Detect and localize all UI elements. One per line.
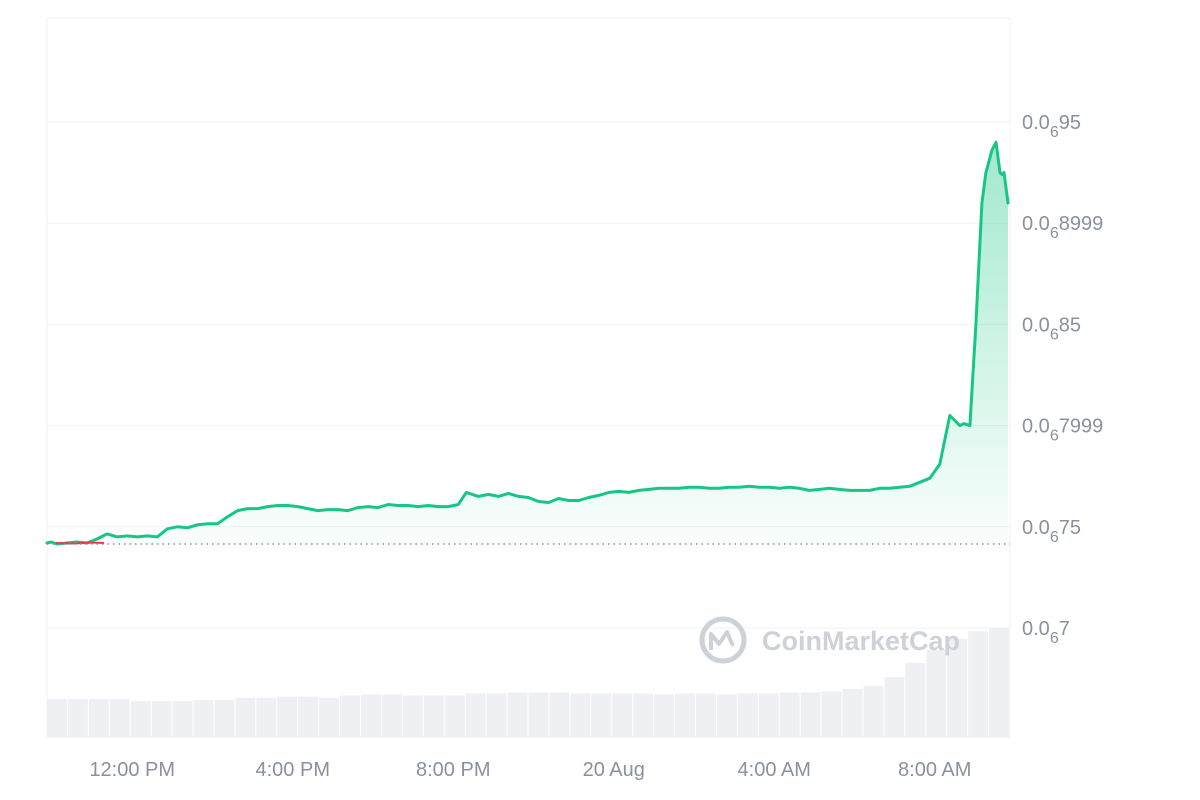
y-tick-label: 0.0675 <box>1022 517 1081 546</box>
volume-bar <box>47 698 67 737</box>
volume-bars <box>47 628 1009 737</box>
volume-bar <box>465 693 486 737</box>
x-tick-label: 4:00 PM <box>256 759 330 781</box>
volume-bar <box>989 628 1009 737</box>
volume-bar <box>695 693 716 737</box>
volume-bar <box>507 692 528 737</box>
volume-bar <box>214 699 235 737</box>
volume-bar <box>633 693 654 737</box>
volume-bar <box>151 701 172 737</box>
volume-bar <box>654 694 675 737</box>
volume-bar <box>549 692 570 737</box>
price-area-fill <box>47 142 1008 545</box>
volume-bar <box>88 698 109 737</box>
y-tick-label: 0.068999 <box>1022 213 1103 242</box>
volume-bar <box>172 701 193 737</box>
x-axis-labels: 12:00 PM 4:00 PM 8:00 PM 20 Aug 4:00 AM 8:00 … <box>89 759 971 781</box>
price-area <box>47 142 1008 545</box>
x-tick-label: 12:00 PM <box>89 759 175 781</box>
volume-bar <box>947 638 968 737</box>
volume-bar <box>298 696 319 737</box>
y-tick-label: 0.0695 <box>1022 112 1081 141</box>
volume-bar <box>402 695 423 737</box>
volume-bar <box>800 692 821 737</box>
y-tick-label: 0.0685 <box>1022 314 1081 343</box>
volume-bar <box>423 695 444 737</box>
volume-bar <box>612 693 633 737</box>
volume-bar <box>381 694 402 737</box>
volume-bar <box>528 692 549 737</box>
volume-bar <box>926 649 947 737</box>
volume-bar <box>486 693 507 737</box>
volume-bar <box>109 698 130 737</box>
volume-bar <box>716 694 737 737</box>
volume-bar <box>779 692 800 737</box>
volume-bar <box>863 685 884 737</box>
volume-bar <box>842 689 863 737</box>
x-tick-label: 4:00 AM <box>738 759 811 781</box>
price-series <box>45 140 1010 546</box>
volume-bar <box>277 696 298 737</box>
volume-bar <box>905 662 926 737</box>
volume-bar <box>968 631 989 737</box>
volume-bar <box>570 693 591 737</box>
y-tick-label: 0.067999 <box>1022 416 1103 445</box>
volume-bar <box>591 693 612 737</box>
volume-bar <box>758 693 779 737</box>
x-tick-label: 20 Aug <box>583 759 645 781</box>
volume-bar <box>675 693 695 737</box>
price-line <box>45 140 1010 546</box>
y-tick-label: 0.067 <box>1022 618 1070 647</box>
volume-bar <box>130 701 151 737</box>
y-axis-labels: 0.067 0.0675 0.067999 0.0685 0.068999 0.0695 <box>1022 112 1103 647</box>
volume-bar <box>884 677 905 737</box>
volume-bar <box>821 691 842 737</box>
volume-bar <box>256 697 277 737</box>
volume-bar <box>444 695 465 737</box>
x-tick-label: 8:00 PM <box>416 759 490 781</box>
volume-bar <box>319 697 340 737</box>
volume-bar <box>340 695 361 737</box>
volume-bar <box>361 694 381 737</box>
volume-bar <box>193 699 214 737</box>
volume-bar <box>235 697 256 737</box>
volume-bar <box>67 698 88 737</box>
coinmarketcap-logo-icon <box>699 616 747 664</box>
volume-bar <box>737 693 758 737</box>
watermark: CoinMarketCap <box>699 616 960 664</box>
x-tick-label: 8:00 AM <box>898 759 971 781</box>
price-line-below-reference <box>55 541 105 545</box>
watermark-text: CoinMarketCap <box>762 626 960 656</box>
